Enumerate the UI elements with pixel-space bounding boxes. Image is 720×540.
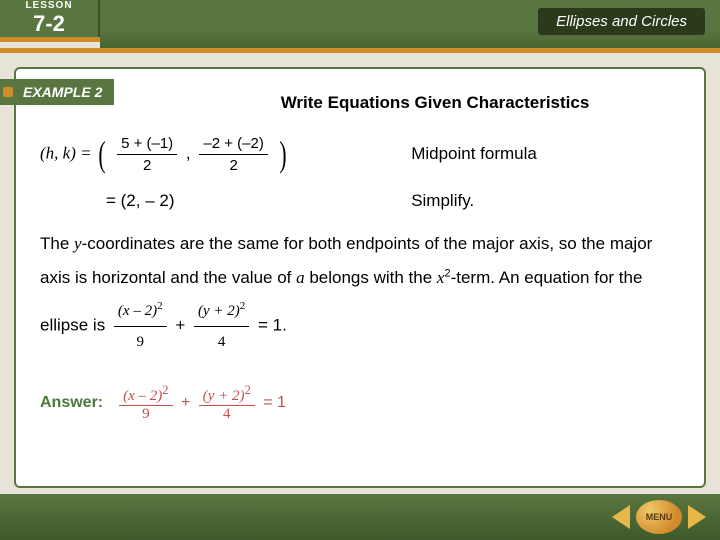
next-button[interactable] [688,505,706,529]
example-badge: EXAMPLE 2 [0,79,114,105]
body-period: . [282,316,287,335]
midpoint-num2: –2 + (–2) [199,133,267,155]
comma: , [186,144,191,163]
inline-ellipse-eq: (x – 2)2 9 + (y + 2)2 4 = 1 [110,295,282,357]
prev-button[interactable] [612,505,630,529]
ans-num1-var: (x – 2) [123,388,162,404]
ans-den1: 9 [119,406,172,423]
plus: + [175,316,190,335]
header-right: Ellipses and Circles [100,0,720,48]
ans-num1: (x – 2)2 [119,383,172,406]
midpoint-frac1: 5 + (–1) 2 [117,133,177,176]
ans-plus: + [181,394,195,411]
body-t3: belongs with the [305,268,437,287]
inline-num1: (x – 2)2 [114,295,167,327]
simplify-row: = (2, – 2) Simplify. [40,189,680,213]
simplify-eq: = (2, – 2) [40,189,411,213]
inline-num1-var: (x – 2) [118,303,157,319]
midpoint-frac2: –2 + (–2) 2 [199,133,267,176]
body-paragraph: The y-coordinates are the same for both … [40,227,680,357]
ans-frac2: (y + 2)2 4 [199,383,255,423]
menu-button[interactable]: MENU [636,500,682,534]
ans-rhs: = 1 [263,394,286,411]
inline-rhs: = 1 [258,316,282,335]
menu-label: MENU [646,512,673,522]
ans-num2: (y + 2)2 [199,383,255,406]
ans-frac1: (x – 2)2 9 [119,383,172,423]
inline-num2-var: (y + 2) [198,303,240,319]
lesson-tab: LESSON 7-2 [0,0,100,37]
body-t1: The [40,234,74,253]
midpoint-eq: (h, k) = ( 5 + (–1) 2 , –2 + (–2) 2 ) [40,129,411,179]
lesson-gold-sep [0,37,100,42]
paren-close-icon: ) [279,129,286,179]
inline-frac2: (y + 2)2 4 [194,295,249,357]
answer-eq: (x – 2)2 9 + (y + 2)2 4 = 1 [115,383,286,423]
body-y: y [74,234,82,253]
answer-row: Answer: (x – 2)2 9 + (y + 2)2 4 = 1 [40,383,680,423]
inline-frac1: (x – 2)2 9 [114,295,167,357]
lesson-tab-wrap: LESSON 7-2 [0,0,100,48]
simplify-label: Simplify. [411,189,680,213]
inline-den1: 9 [114,327,167,357]
header: LESSON 7-2 Ellipses and Circles [0,0,720,48]
ans-num2-var: (y + 2) [203,388,245,404]
midpoint-den2: 2 [199,155,267,176]
content-area: EXAMPLE 2 Write Equations Given Characte… [0,53,720,488]
content-frame: Write Equations Given Characteristics (h… [14,67,706,488]
lesson-label: LESSON [25,0,72,11]
lesson-number: 7-2 [33,11,65,37]
topic-badge: Ellipses and Circles [538,8,705,35]
midpoint-den1: 2 [117,155,177,176]
midpoint-label: Midpoint formula [411,142,680,166]
body-a: a [296,268,305,287]
footer: MENU [0,494,720,540]
midpoint-row: (h, k) = ( 5 + (–1) 2 , –2 + (–2) 2 ) Mi… [40,129,680,179]
inline-num2: (y + 2)2 [194,295,249,327]
hk-label: (h, k) = [40,144,92,163]
paren-open-icon: ( [99,129,106,179]
answer-label: Answer: [40,394,103,412]
ans-den2: 4 [199,406,255,423]
midpoint-num1: 5 + (–1) [117,133,177,155]
example-title: Write Equations Given Characteristics [190,93,680,113]
inline-den2: 4 [194,327,249,357]
